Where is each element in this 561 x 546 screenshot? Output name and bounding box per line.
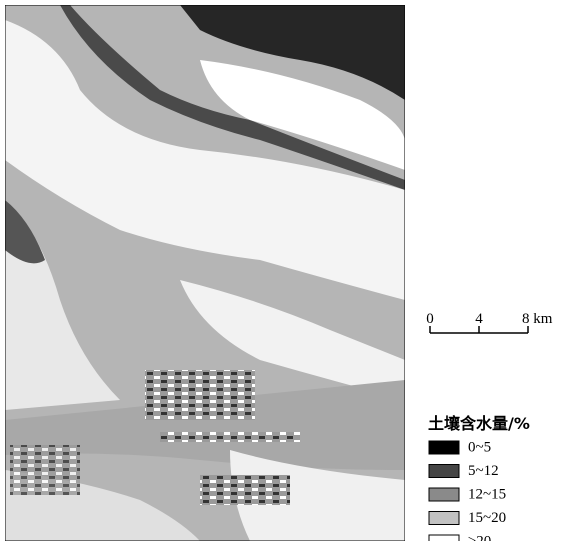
legend-swatch [428,534,460,546]
legend-label: 0~5 [468,439,491,455]
legend-swatch [428,511,460,525]
legend-swatch [428,440,460,455]
legend-label: 15~20 [468,510,506,526]
legend-label: 12~15 [468,486,506,502]
legend-label: 5~12 [468,463,499,479]
scale-label: 8 km [522,311,553,327]
legend: 0~5 5~12 12~15 15~20 ≥20 [428,439,506,546]
soil-moisture-map [5,5,405,541]
legend-title: 土壤含水量/% [428,414,530,433]
scale-bar: 0 4 8 km [426,311,553,334]
legend-swatch [428,487,460,502]
scale-label: 4 [475,311,483,327]
legend-swatch [428,464,460,478]
legend-label: ≥20 [468,533,491,541]
scale-label: 0 [426,311,434,327]
